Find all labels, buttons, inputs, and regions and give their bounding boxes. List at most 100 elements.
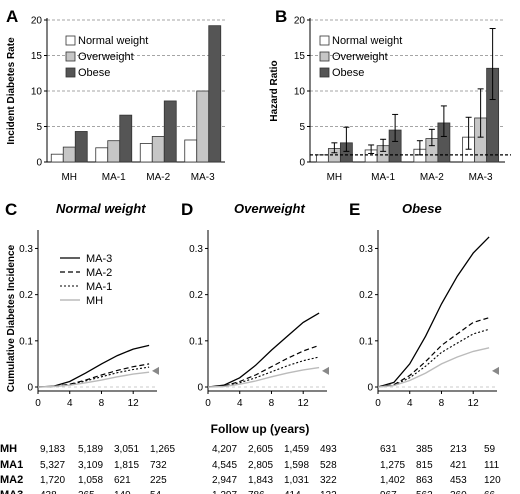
panel-c-reference-arrow xyxy=(152,366,159,375)
risk-table-cell: 265 xyxy=(78,490,95,494)
panel-d-x-tick-label: 4 xyxy=(237,398,243,409)
risk-table-cell: 2,605 xyxy=(248,444,273,455)
risk-table-cell: 528 xyxy=(320,460,337,471)
panel-a-legend-swatch-overweight xyxy=(65,51,76,62)
risk-table-cell: 786 xyxy=(248,490,265,494)
panel-a-bar-normal-weight-ma-1 xyxy=(95,147,109,163)
risk-table-cell: 66 xyxy=(484,490,496,494)
panel-a-y-tick-label: 15 xyxy=(31,51,43,62)
risk-table-cell: 453 xyxy=(450,475,467,486)
panel-e-y-tick-label: 0.3 xyxy=(359,244,373,255)
panel-a-bar-obese-ma-2 xyxy=(163,100,177,163)
risk-table-cell: 732 xyxy=(150,460,167,471)
panel-a-bar-obese-ma-3 xyxy=(208,25,222,163)
risk-table-cell: 1,297 xyxy=(212,490,237,494)
risk-table-cell: 414 xyxy=(284,490,301,494)
panel-c-legend-label-ma-2: MA-2 xyxy=(86,267,112,279)
panel-d-reference-arrow xyxy=(322,366,329,375)
panel-d-line-ma-2 xyxy=(207,344,320,388)
panel-e-label: E xyxy=(349,200,360,219)
panel-d-line-mh xyxy=(207,366,320,388)
risk-table-row-label: MA3 xyxy=(0,489,23,494)
panel-d-x-tick-label: 8 xyxy=(269,398,275,409)
risk-table-cell: 1,843 xyxy=(248,475,273,486)
panel-a-bar-overweight-ma-1 xyxy=(107,140,121,163)
risk-table-cell: 111 xyxy=(484,460,500,471)
risk-table-cell: 493 xyxy=(320,444,337,455)
panel-d-y-tick-label: 0.3 xyxy=(189,244,203,255)
panel-e-line-ma-2 xyxy=(377,317,490,388)
panel-c-line-ma-3 xyxy=(37,344,150,388)
panel-b-legend-swatch-overweight xyxy=(319,51,330,62)
panel-b-category-label: MA-3 xyxy=(469,172,493,183)
panel-e-reference-arrow xyxy=(492,366,499,375)
panel-b-legend-swatch-obese xyxy=(319,67,330,78)
risk-table-cell: 863 xyxy=(416,475,433,486)
panel-e-x-tick-label: 8 xyxy=(439,398,445,409)
panel-c-legend-label-mh: MH xyxy=(86,295,103,307)
panel-a-legend-swatch-obese xyxy=(65,67,76,78)
panel-c-legend-label-ma-1: MA-1 xyxy=(86,281,112,293)
panel-a-bar-normal-weight-ma-2 xyxy=(139,143,153,163)
risk-table-row-label: MA2 xyxy=(0,474,23,486)
panel-e-y-tick-label: 0 xyxy=(367,383,373,394)
panel-a-legend-swatch-normal-weight xyxy=(65,35,76,46)
risk-table-cell: 1,058 xyxy=(78,475,103,486)
risk-table-cell: 4,207 xyxy=(212,444,237,455)
risk-table-cell: 213 xyxy=(450,444,467,455)
panel-e-y-tick-label: 0.1 xyxy=(359,336,373,347)
panel-b-bar-normal-weight-mh xyxy=(315,154,329,163)
risk-table-cell: 122 xyxy=(320,490,337,494)
panel-a-y-tick-label: 10 xyxy=(31,87,43,98)
panel-c-y-tick-label: 0 xyxy=(27,383,33,394)
risk-table-cell: 438 xyxy=(40,490,57,494)
panel-e-y-tick-label: 0.2 xyxy=(359,290,373,301)
risk-table-cell: 3,109 xyxy=(78,460,103,471)
panel-e-title: Obese xyxy=(402,201,442,216)
panel-d-x-tick-label: 0 xyxy=(205,398,211,409)
panel-b-category-label: MH xyxy=(327,172,343,183)
panel-a-bar-overweight-mh xyxy=(62,146,76,163)
risk-table-cell: 225 xyxy=(150,475,167,486)
risk-table-cell: 1,598 xyxy=(284,460,309,471)
panel-b-y-tick-label: 5 xyxy=(299,122,305,133)
risk-table-cell: 385 xyxy=(416,444,433,455)
risk-table-cell: 3,051 xyxy=(114,444,139,455)
panel-a-y-tick-label: 0 xyxy=(36,158,42,169)
panel-a-bar-normal-weight-ma-3 xyxy=(184,139,198,163)
risk-table-cell: 1,720 xyxy=(40,475,65,486)
panel-e-x-tick-label: 4 xyxy=(407,398,413,409)
risk-table-cell: 322 xyxy=(320,475,337,486)
panel-c-y-tick-label: 0.2 xyxy=(19,290,33,301)
panel-a-legend-label-normal-weight: Normal weight xyxy=(78,35,148,47)
panel-d-line-ma-1 xyxy=(207,356,320,388)
panel-a-category-label: MA-2 xyxy=(146,172,170,183)
risk-table-cell: 2,805 xyxy=(248,460,273,471)
panel-b-y-tick-label: 10 xyxy=(294,87,306,98)
risk-table-cell: 1,031 xyxy=(284,475,309,486)
shared-x-axis-title: Follow up (years) xyxy=(211,422,310,436)
risk-table-cell: 1,402 xyxy=(380,475,405,486)
risk-table-cell: 421 xyxy=(450,460,467,471)
risk-table-cell: 815 xyxy=(416,460,433,471)
panel-b-legend-label-obese: Obese xyxy=(332,67,364,79)
panel-e-x-tick-label: 0 xyxy=(375,398,381,409)
risk-table-cell: 621 xyxy=(114,475,131,486)
risk-table-cell: 59 xyxy=(484,444,496,455)
panel-a-y-axis-title: Incident Diabetes Rate xyxy=(6,37,17,145)
risk-table-cell: 5,327 xyxy=(40,460,65,471)
panel-d-y-tick-label: 0 xyxy=(197,383,203,394)
panel-b-legend-swatch-normal-weight xyxy=(319,35,330,46)
panel-b-y-tick-label: 0 xyxy=(299,158,305,169)
panel-a-legend-label-overweight: Overweight xyxy=(78,51,134,63)
risk-table-cell: 54 xyxy=(150,490,162,494)
panel-b-y-tick-label: 15 xyxy=(294,51,306,62)
risk-table-cell: 2,947 xyxy=(212,475,237,486)
risk-table-row-label: MA1 xyxy=(0,459,23,471)
panel-c-y-axis-title: Cumulative Diabetes Incidence xyxy=(6,244,17,392)
panel-a-bar-obese-ma-1 xyxy=(119,114,133,163)
panel-b-y-tick-label: 20 xyxy=(294,16,306,27)
panel-c-x-tick-label: 0 xyxy=(35,398,41,409)
panel-a-category-label: MA-3 xyxy=(191,172,215,183)
panel-b-y-axis-title: Hazard Ratio xyxy=(269,60,280,121)
